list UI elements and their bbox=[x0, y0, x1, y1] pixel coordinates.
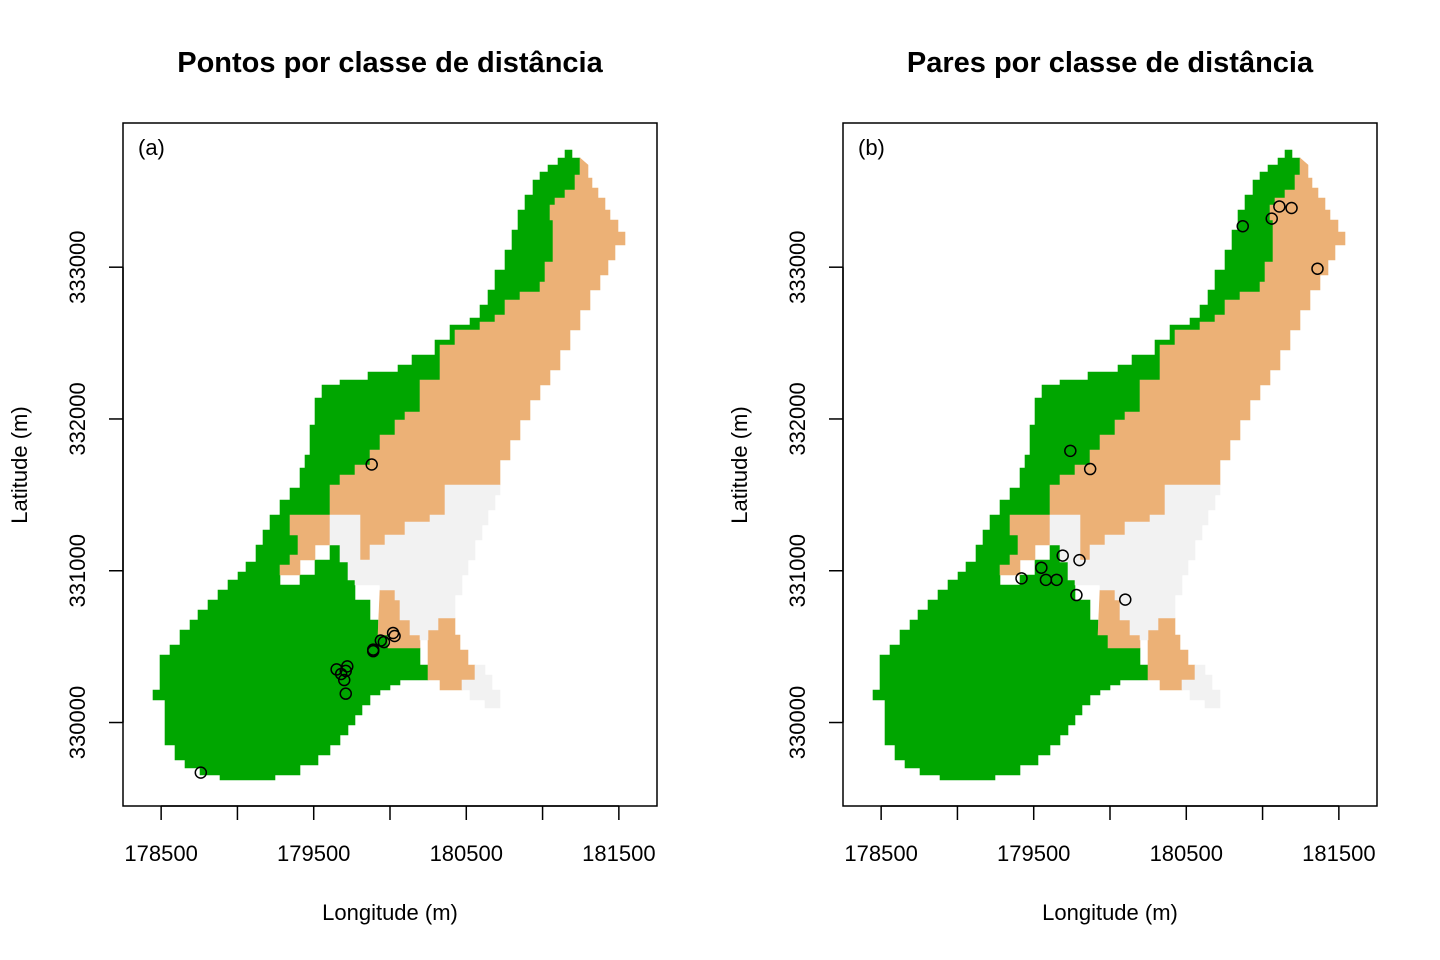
panel-a: Pontos por classe de distância (a) 17850… bbox=[7, 47, 658, 925]
sample-point bbox=[337, 673, 351, 687]
sample-point bbox=[1050, 573, 1063, 587]
x-tick-label: 178500 bbox=[844, 841, 917, 866]
panel-b-x-axis: 178500 179500 180500 181500 bbox=[844, 805, 1376, 866]
panel-a-title: Pontos por classe de distância bbox=[177, 47, 603, 79]
panel-b-points bbox=[1015, 200, 1324, 606]
x-tick-label: 179500 bbox=[997, 841, 1070, 866]
y-tick-label: 333000 bbox=[65, 230, 90, 303]
raster-class-far-region bbox=[329, 484, 501, 641]
x-tick-label: 181500 bbox=[582, 841, 655, 866]
x-tick-label: 179500 bbox=[277, 841, 350, 866]
sample-point bbox=[388, 629, 401, 643]
sample-point bbox=[1056, 549, 1069, 562]
panel-b-y-axis-label: Latitude (m) bbox=[727, 406, 752, 523]
sample-point bbox=[366, 644, 380, 658]
y-tick-label: 331000 bbox=[65, 534, 90, 607]
raster-class-mid-region bbox=[999, 514, 1051, 576]
sample-point bbox=[1035, 561, 1048, 574]
panel-a-x-axis-label: Longitude (m) bbox=[322, 900, 458, 925]
sample-point bbox=[377, 635, 391, 649]
sample-point bbox=[1070, 588, 1083, 602]
panel-a-distance-raster bbox=[152, 149, 626, 781]
sample-point bbox=[194, 766, 208, 779]
y-tick-label: 330000 bbox=[785, 686, 810, 759]
panel-a-y-axis: 330000 331000 332000 333000 bbox=[65, 230, 124, 759]
panel-b-title: Pares por classe de distância bbox=[907, 47, 1314, 79]
panel-a-label: (a) bbox=[138, 135, 165, 160]
y-tick-label: 330000 bbox=[65, 686, 90, 759]
sample-point bbox=[1285, 201, 1298, 215]
sample-point bbox=[365, 458, 378, 471]
panel-a-y-axis-label: Latitude (m) bbox=[7, 406, 32, 523]
raster-class-far-region bbox=[461, 664, 501, 709]
raster-class-far-region bbox=[1181, 664, 1221, 709]
sample-point bbox=[341, 660, 354, 673]
y-tick-label: 331000 bbox=[785, 534, 810, 607]
sample-point bbox=[339, 687, 353, 700]
sample-point bbox=[1015, 572, 1028, 585]
panel-a-x-axis: 178500 179500 180500 181500 bbox=[124, 805, 656, 866]
sample-point bbox=[1083, 462, 1097, 476]
x-tick-label: 181500 bbox=[1302, 841, 1375, 866]
y-tick-label: 332000 bbox=[785, 382, 810, 455]
panel-b-distance-raster bbox=[872, 149, 1346, 781]
sample-point bbox=[1311, 262, 1324, 275]
panel-b-x-axis-label: Longitude (m) bbox=[1042, 900, 1178, 925]
sample-point bbox=[1265, 212, 1278, 225]
x-tick-label: 180500 bbox=[430, 841, 503, 866]
sample-point bbox=[1119, 593, 1132, 606]
panel-a-points bbox=[194, 458, 401, 779]
x-tick-label: 180500 bbox=[1150, 841, 1223, 866]
raster-class-mid-region bbox=[279, 514, 331, 576]
y-tick-label: 332000 bbox=[65, 382, 90, 455]
sample-point bbox=[1236, 219, 1249, 233]
y-tick-label: 333000 bbox=[785, 230, 810, 303]
sample-point bbox=[1064, 444, 1077, 458]
panel-b-label: (b) bbox=[858, 135, 885, 160]
sample-point bbox=[1273, 200, 1286, 213]
panel-b-y-axis: 330000 331000 332000 333000 bbox=[785, 230, 844, 759]
sample-point bbox=[1073, 553, 1086, 567]
raster-class-far-region bbox=[1049, 484, 1221, 641]
panel-b: Pares por classe de distância (b) 178500… bbox=[727, 47, 1378, 925]
x-tick-label: 178500 bbox=[124, 841, 197, 866]
